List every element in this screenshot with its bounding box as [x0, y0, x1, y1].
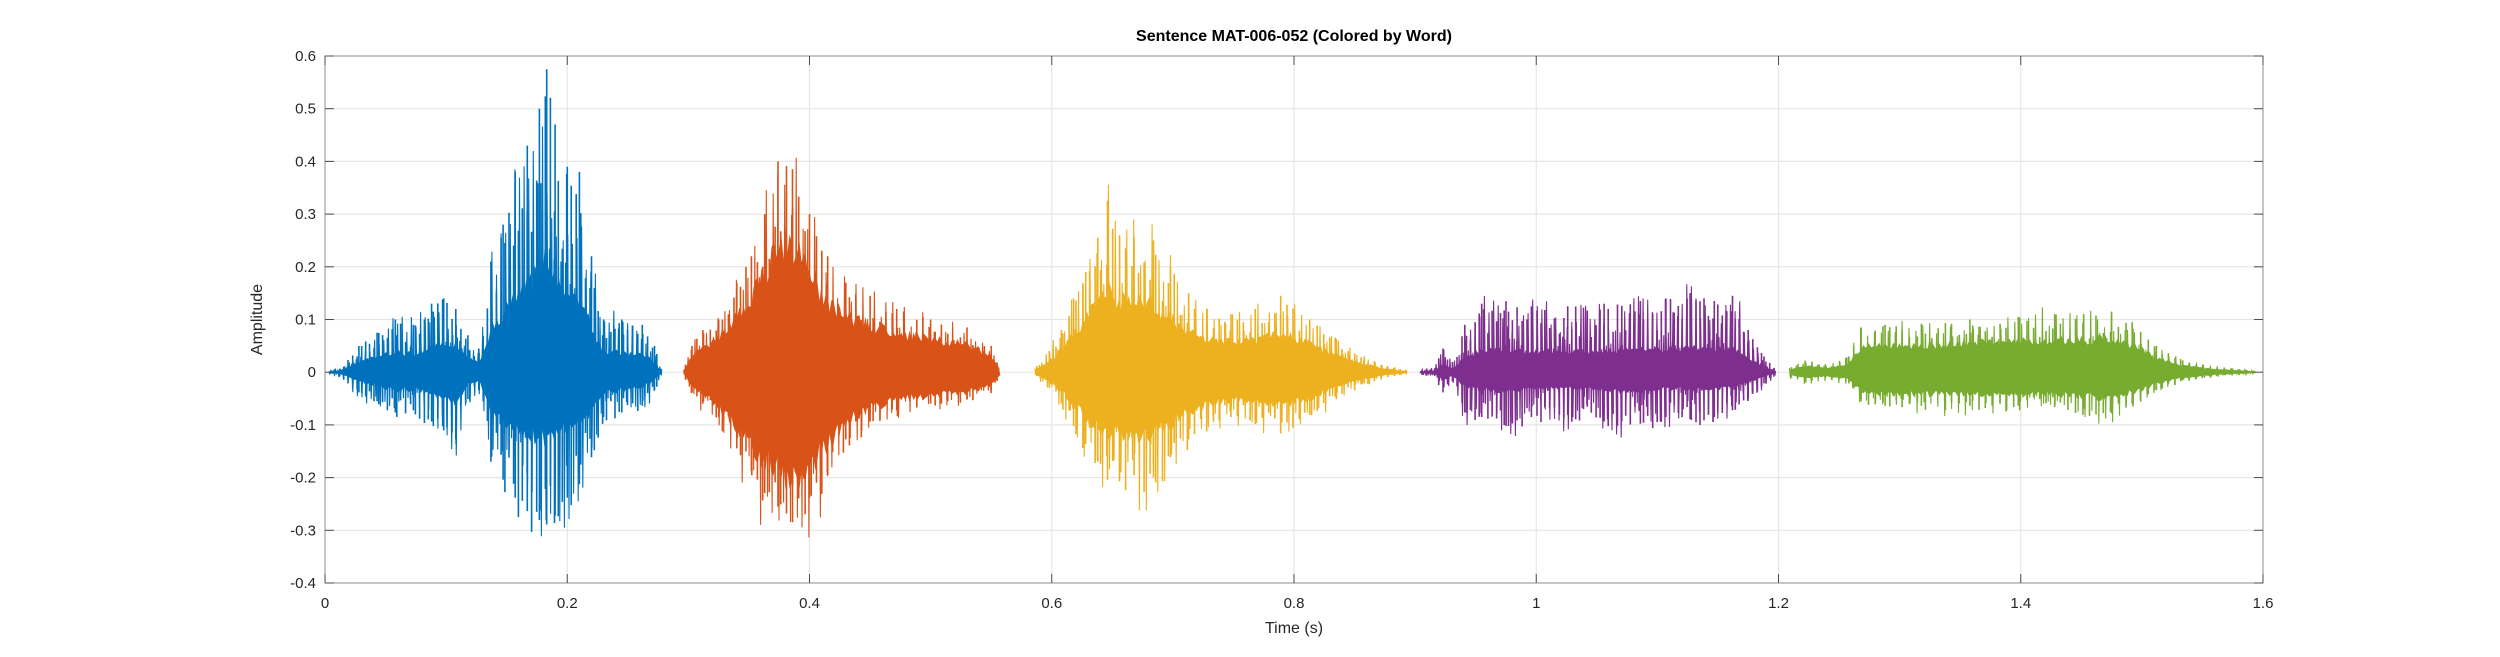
word-5-oscillation [1788, 307, 2256, 424]
y-tick-label: 0.6 [295, 48, 316, 65]
waveforms [328, 69, 2256, 538]
x-tick-label: 1.4 [2010, 595, 2031, 612]
x-tick-labels: 0 0.2 0.4 0.6 0.8 1 1.2 1.4 1.6 [321, 595, 2274, 612]
y-tick-label: 0 [308, 364, 316, 381]
y-tick-label: -0.1 [290, 417, 316, 434]
x-tick-label: 1.2 [1768, 595, 1789, 612]
word-5 [1788, 307, 2256, 424]
y-axis-label: Amplitude [249, 284, 266, 355]
x-tick-label: 1 [1532, 595, 1540, 612]
axis-tick-marks [324, 55, 2264, 584]
y-tick-label: 0.4 [295, 153, 316, 170]
y-tick-label: -0.2 [290, 470, 316, 487]
word-1-oscillation [328, 126, 662, 537]
chart-title: Sentence MAT-006-052 (Colored by Word) [1136, 28, 1452, 45]
y-tick-label: -0.4 [290, 575, 316, 592]
y-tick-label: 0.3 [295, 206, 316, 223]
y-tick-label: 0.2 [295, 259, 316, 276]
y-tick-labels: -0.4 -0.3 -0.2 -0.1 0 0.1 0.2 0.3 0.4 0.5 0.6 [290, 48, 316, 592]
word-3-oscillation [1034, 184, 1407, 511]
x-tick-label: 1.6 [2253, 595, 2274, 612]
word-3 [1034, 184, 1408, 511]
y-tick-label: -0.3 [290, 522, 316, 539]
x-tick-label: 0.8 [1284, 595, 1305, 612]
x-axis-label: Time (s) [1265, 620, 1323, 637]
x-tick-label: 0.6 [1041, 595, 1062, 612]
x-tick-label: 0 [321, 595, 329, 612]
x-tick-label: 0.4 [799, 595, 820, 612]
word-2 [682, 157, 1001, 538]
word-4 [1419, 284, 1776, 438]
y-tick-label: 0.1 [295, 312, 316, 329]
x-tick-label: 0.2 [557, 595, 578, 612]
y-tick-label: 0.5 [295, 101, 316, 118]
word-1 [328, 69, 663, 537]
